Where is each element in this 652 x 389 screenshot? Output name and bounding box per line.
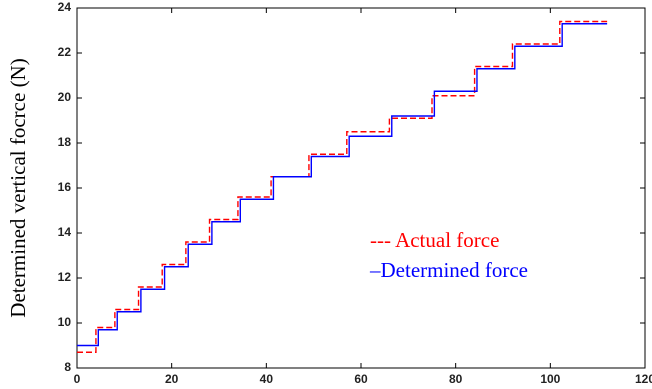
y-tick-label: 8 xyxy=(64,360,71,374)
y-tick-label: 14 xyxy=(58,225,72,239)
plot-frame xyxy=(76,7,646,369)
y-tick-label: 18 xyxy=(58,135,72,149)
x-tick-label: 0 xyxy=(74,372,81,386)
y-tick-label: 24 xyxy=(58,0,72,14)
data-line xyxy=(77,23,608,347)
x-tick-label: 100 xyxy=(540,372,560,386)
x-tick-label: 20 xyxy=(165,372,179,386)
x-tick-label: 120 xyxy=(635,372,652,386)
x-tick-label: 40 xyxy=(260,372,274,386)
y-tick-label: 10 xyxy=(58,315,72,329)
y-tick-label: 12 xyxy=(58,270,72,284)
legend-entry: –Determined force xyxy=(369,258,528,282)
y-tick-label: 20 xyxy=(58,90,72,104)
y-tick-label: 16 xyxy=(58,180,72,194)
x-tick-label: 60 xyxy=(354,372,368,386)
y-tick-label: 22 xyxy=(58,45,72,59)
legend-entry: --- Actual force xyxy=(370,228,499,252)
x-tick-label: 80 xyxy=(449,372,463,386)
data-line xyxy=(77,20,608,353)
y-axis-label: Determined vertical focrce (N) xyxy=(6,58,30,317)
